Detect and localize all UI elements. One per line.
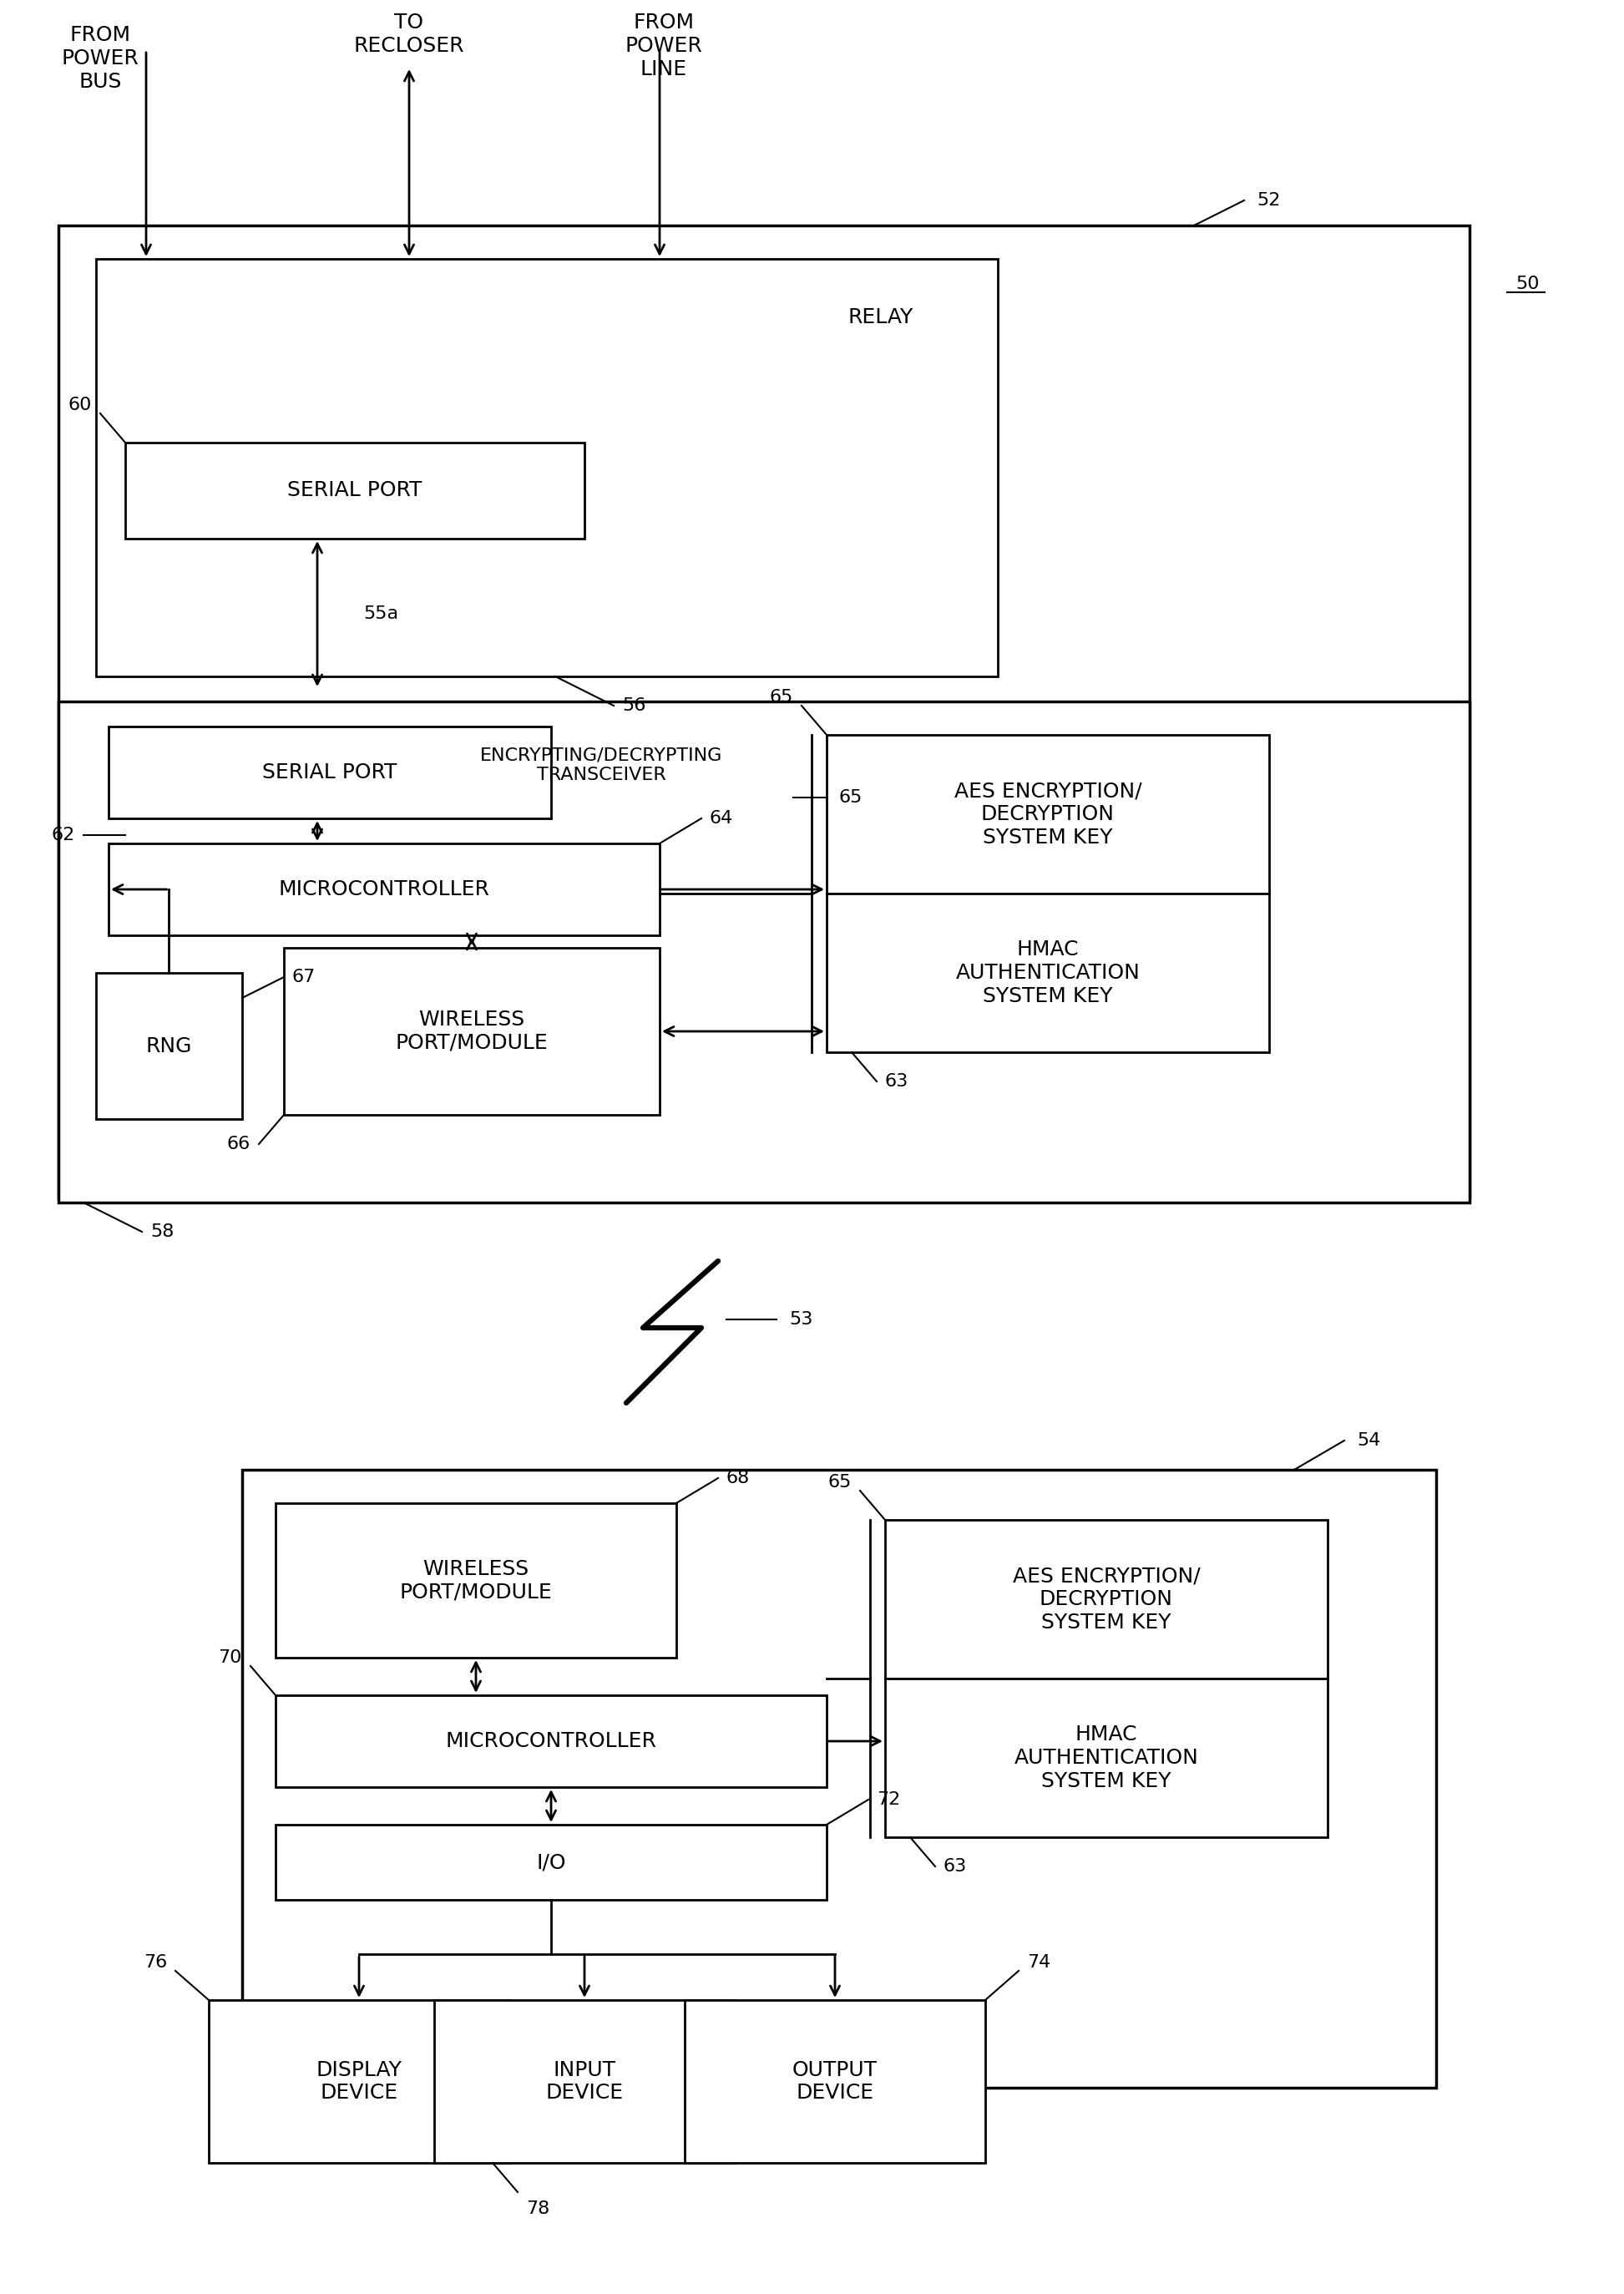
Text: 63: 63 [885,1074,909,1090]
Text: 54: 54 [1356,1431,1380,1450]
Text: 50: 50 [1515,275,1540,291]
Bar [109,727,551,819]
Text: 74: 74 [1026,1954,1051,1971]
Bar [885,1679,1327,1837]
Bar [284,947,659,1115]
Text: AES ENCRYPTION/
DECRYPTION
SYSTEM KEY: AES ENCRYPTION/ DECRYPTION SYSTEM KEY [953,780,1142,846]
Text: HMAC
AUTHENTICATION
SYSTEM KEY: HMAC AUTHENTICATION SYSTEM KEY [955,941,1140,1007]
Text: 53: 53 [789,1312,812,1328]
Bar [276,1503,676,1659]
Text: 64: 64 [710,810,734,826]
Text: FROM
POWER
LINE: FROM POWER LINE [625,11,703,78]
Bar [434,2000,734,2163]
Bar [685,2000,986,2163]
Text: AES ENCRYPTION/
DECRYPTION
SYSTEM KEY: AES ENCRYPTION/ DECRYPTION SYSTEM KEY [1012,1567,1200,1633]
Text: 58: 58 [151,1223,174,1241]
Text: DISPLAY
DEVICE: DISPLAY DEVICE [317,2060,403,2104]
Text: 60: 60 [68,397,93,413]
Text: 65: 65 [840,789,862,805]
Text: 76: 76 [143,1954,167,1971]
Text: MICROCONTROLLER: MICROCONTROLLER [445,1732,656,1750]
Text: 65: 65 [828,1475,851,1491]
Bar [96,259,997,677]
Text: 62: 62 [52,826,75,844]
Bar [109,844,659,936]
Text: WIRELESS
PORT/MODULE: WIRELESS PORT/MODULE [400,1560,552,1601]
Text: 52: 52 [1257,193,1280,209]
Bar [209,2000,510,2163]
Bar [58,225,1470,1197]
Text: SERIAL PORT: SERIAL PORT [263,762,398,782]
Text: 78: 78 [526,2200,549,2218]
Bar [827,895,1268,1053]
Text: SERIAL PORT: SERIAL PORT [287,482,422,500]
Bar [58,702,1470,1202]
Bar [96,973,242,1119]
Text: 63: 63 [944,1858,968,1874]
Text: INPUT
DEVICE: INPUT DEVICE [546,2060,624,2104]
Text: OUTPUT
DEVICE: OUTPUT DEVICE [793,2060,877,2104]
Bar [885,1521,1327,1679]
Bar [242,1470,1436,2088]
Text: 65: 65 [770,688,793,707]
Text: ENCRYPTING/DECRYPTING
TRANSCEIVER: ENCRYPTING/DECRYPTING TRANSCEIVER [481,748,723,785]
Text: 66: 66 [227,1136,250,1152]
Text: 67: 67 [292,968,315,986]
Bar [125,443,585,539]
Text: MICROCONTROLLER: MICROCONTROLLER [278,879,490,899]
Text: 70: 70 [219,1649,242,1665]
Bar [276,1824,827,1899]
Text: 55a: 55a [364,606,398,622]
Text: RNG: RNG [146,1037,192,1055]
Text: TO
RECLOSER: TO RECLOSER [354,11,464,55]
Bar [827,734,1268,895]
Text: WIRELESS
PORT/MODULE: WIRELESS PORT/MODULE [396,1009,547,1053]
Text: RELAY: RELAY [848,307,914,328]
Text: 56: 56 [622,697,646,713]
Text: 72: 72 [877,1792,900,1808]
Bar [276,1695,827,1787]
Text: 68: 68 [726,1470,750,1487]
Text: HMAC
AUTHENTICATION
SYSTEM KEY: HMAC AUTHENTICATION SYSTEM KEY [1013,1725,1199,1792]
Text: FROM
POWER
BUS: FROM POWER BUS [62,25,140,92]
Text: I/O: I/O [536,1851,565,1872]
